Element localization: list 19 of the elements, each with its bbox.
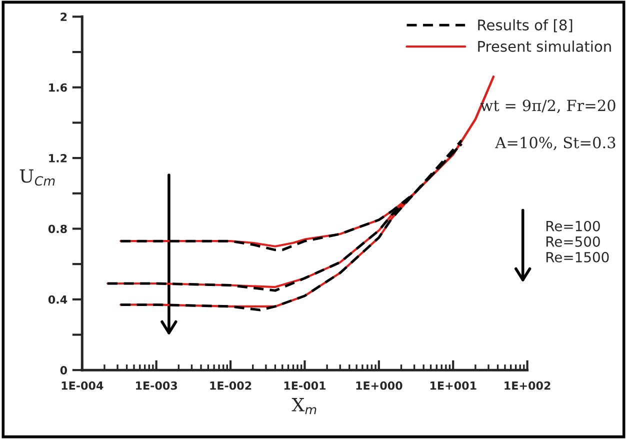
x-tick-label: 1E-002 <box>210 381 252 390</box>
x-tick-label: 1E+002 <box>504 381 550 390</box>
x-tick-label: 1E-001 <box>284 381 326 390</box>
x-tick-label: 1E+001 <box>430 381 476 390</box>
text: Re=100 Re=500 Re=1500 <box>546 220 609 262</box>
y-tick-label: 0.4 <box>48 295 68 304</box>
y-axis-title: U$_{Cm}$ <box>20 169 55 186</box>
x-tick-label: 1E-003 <box>136 381 178 390</box>
x-tick-label: 1E+000 <box>356 381 402 390</box>
y-tick-label: 1.2 <box>49 154 67 162</box>
y-tick-label: 0 <box>60 366 68 374</box>
annotation: A=10%, St=0.3 <box>495 136 616 150</box>
x-axis-title: X$_{m}$ <box>292 398 316 414</box>
legend-label: Present simulation <box>478 40 611 52</box>
y-tick-label: 1.6 <box>49 83 67 92</box>
y-tick-label: 2 <box>60 12 67 21</box>
y-tick-label: 0.8 <box>48 224 67 234</box>
x-tick-label: 1E-004 <box>62 381 104 390</box>
legend-label: Results of [8] <box>478 19 572 32</box>
